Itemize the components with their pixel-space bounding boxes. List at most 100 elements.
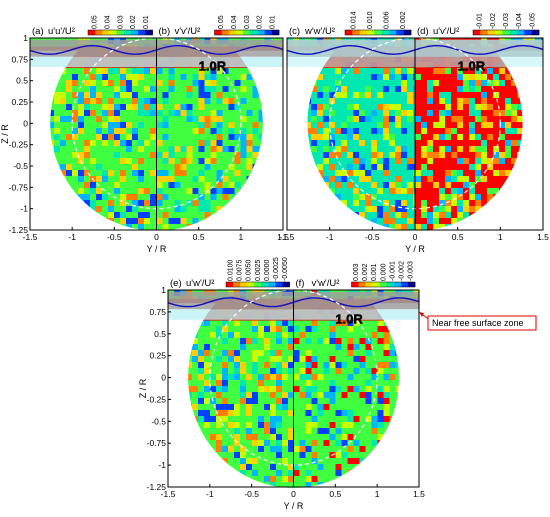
heatmap-cell	[222, 362, 229, 369]
heatmap-cell	[407, 428, 414, 435]
heatmap-cell	[511, 224, 518, 231]
heatmap-cell	[341, 152, 348, 159]
heatmap-cell	[359, 434, 366, 441]
heatmap-cell	[114, 128, 121, 135]
heatmap-cell	[383, 218, 390, 225]
heatmap-cell	[168, 434, 175, 441]
heatmap-cell	[258, 380, 265, 387]
heatmap-cell	[371, 440, 378, 447]
heatmap-cell	[54, 68, 61, 75]
heatmap-cell	[240, 218, 247, 225]
heatmap-cell	[413, 110, 416, 117]
heatmap-cell	[371, 218, 378, 225]
heatmap-cell	[433, 164, 440, 171]
heatmap-cell	[120, 110, 127, 117]
heatmap-cell	[389, 80, 396, 87]
heatmap-cell	[102, 218, 109, 225]
heatmap-cell	[493, 206, 500, 213]
heatmap-cell	[365, 344, 372, 351]
heatmap-cell	[36, 80, 43, 87]
heatmap-cell	[529, 218, 536, 225]
heatmap-cell	[427, 200, 434, 207]
heatmap-cell	[192, 320, 199, 327]
heatmap-cell	[353, 434, 360, 441]
heatmap-cell	[144, 122, 151, 129]
heatmap-cell	[395, 68, 402, 75]
heatmap-cell	[463, 104, 470, 111]
heatmap-cell	[395, 98, 402, 105]
heatmap-cell	[240, 386, 247, 393]
heatmap-cell	[186, 386, 193, 393]
heatmap-cell	[276, 428, 283, 435]
heatmap-cell	[401, 212, 408, 219]
heatmap-cell	[475, 98, 482, 105]
heatmap-cell	[371, 140, 378, 147]
heatmap-cell	[204, 170, 211, 177]
heatmap-cell	[108, 98, 115, 105]
heatmap-cell	[463, 134, 470, 141]
heatmap-cell	[252, 464, 259, 471]
heatmap-cell	[270, 476, 277, 483]
heatmap-cell	[299, 332, 306, 339]
heatmap-cell	[389, 320, 396, 327]
heatmap-cell	[216, 86, 223, 93]
heatmap-cell	[439, 128, 446, 135]
heatmap-cell	[383, 134, 390, 141]
heatmap-cell	[293, 152, 300, 159]
y-tick-label: 0.75	[11, 54, 28, 64]
heatmap-cell	[246, 350, 253, 357]
x-tick-label: 1.5	[277, 232, 289, 242]
heatmap-cell	[451, 194, 458, 201]
heatmap-cell	[427, 206, 434, 213]
heatmap-cell	[168, 326, 175, 333]
heatmap-cell	[198, 434, 205, 441]
colorbar-segment	[396, 30, 404, 35]
heatmap-cell	[270, 206, 277, 213]
heatmap-cell	[341, 398, 348, 405]
heatmap-cell	[365, 338, 372, 345]
heatmap-cell	[120, 128, 127, 135]
heatmap-cell	[186, 134, 193, 141]
heatmap-cell	[395, 158, 402, 165]
heatmap-cell	[48, 212, 55, 219]
heatmap-cell	[258, 176, 265, 183]
heatmap-cell	[323, 332, 330, 339]
heatmap-cell	[96, 146, 103, 153]
heatmap-cell	[270, 188, 277, 195]
heatmap-cell	[252, 212, 259, 219]
heatmap-cell	[463, 200, 470, 207]
heatmap-cell	[234, 140, 241, 147]
heatmap-cell	[210, 188, 217, 195]
heatmap-cell	[228, 92, 235, 99]
heatmap-cell	[96, 80, 103, 87]
heatmap-cell	[305, 458, 312, 465]
heatmap-cell	[475, 140, 482, 147]
heatmap-cell	[523, 68, 530, 75]
heatmap-cell	[96, 200, 103, 207]
heatmap-cell	[347, 368, 354, 375]
colorbar-segment	[257, 30, 265, 35]
heatmap-cell	[132, 218, 139, 225]
heatmap-cell	[523, 212, 530, 219]
heatmap-cell	[365, 362, 372, 369]
heatmap-cell	[323, 86, 330, 93]
heatmap-cell	[78, 176, 85, 183]
heatmap-cell	[246, 368, 253, 375]
heatmap-cell	[132, 110, 139, 117]
heatmap-cell	[36, 170, 43, 177]
heatmap-cell	[371, 128, 378, 135]
heatmap-cell	[180, 326, 187, 333]
heatmap-cell	[102, 68, 109, 75]
heatmap-cell	[90, 86, 97, 93]
heatmap-cell	[413, 428, 419, 435]
heatmap-cell	[270, 398, 277, 405]
heatmap-cell	[168, 320, 175, 327]
heatmap-cell	[192, 392, 199, 399]
heatmap-cell	[210, 116, 217, 123]
heatmap-cell	[204, 398, 211, 405]
heatmap-cell	[120, 176, 127, 183]
heatmap-cell	[276, 92, 283, 99]
heatmap-cell	[264, 92, 271, 99]
heatmap-cell	[252, 98, 259, 105]
heatmap-cell	[329, 356, 336, 363]
